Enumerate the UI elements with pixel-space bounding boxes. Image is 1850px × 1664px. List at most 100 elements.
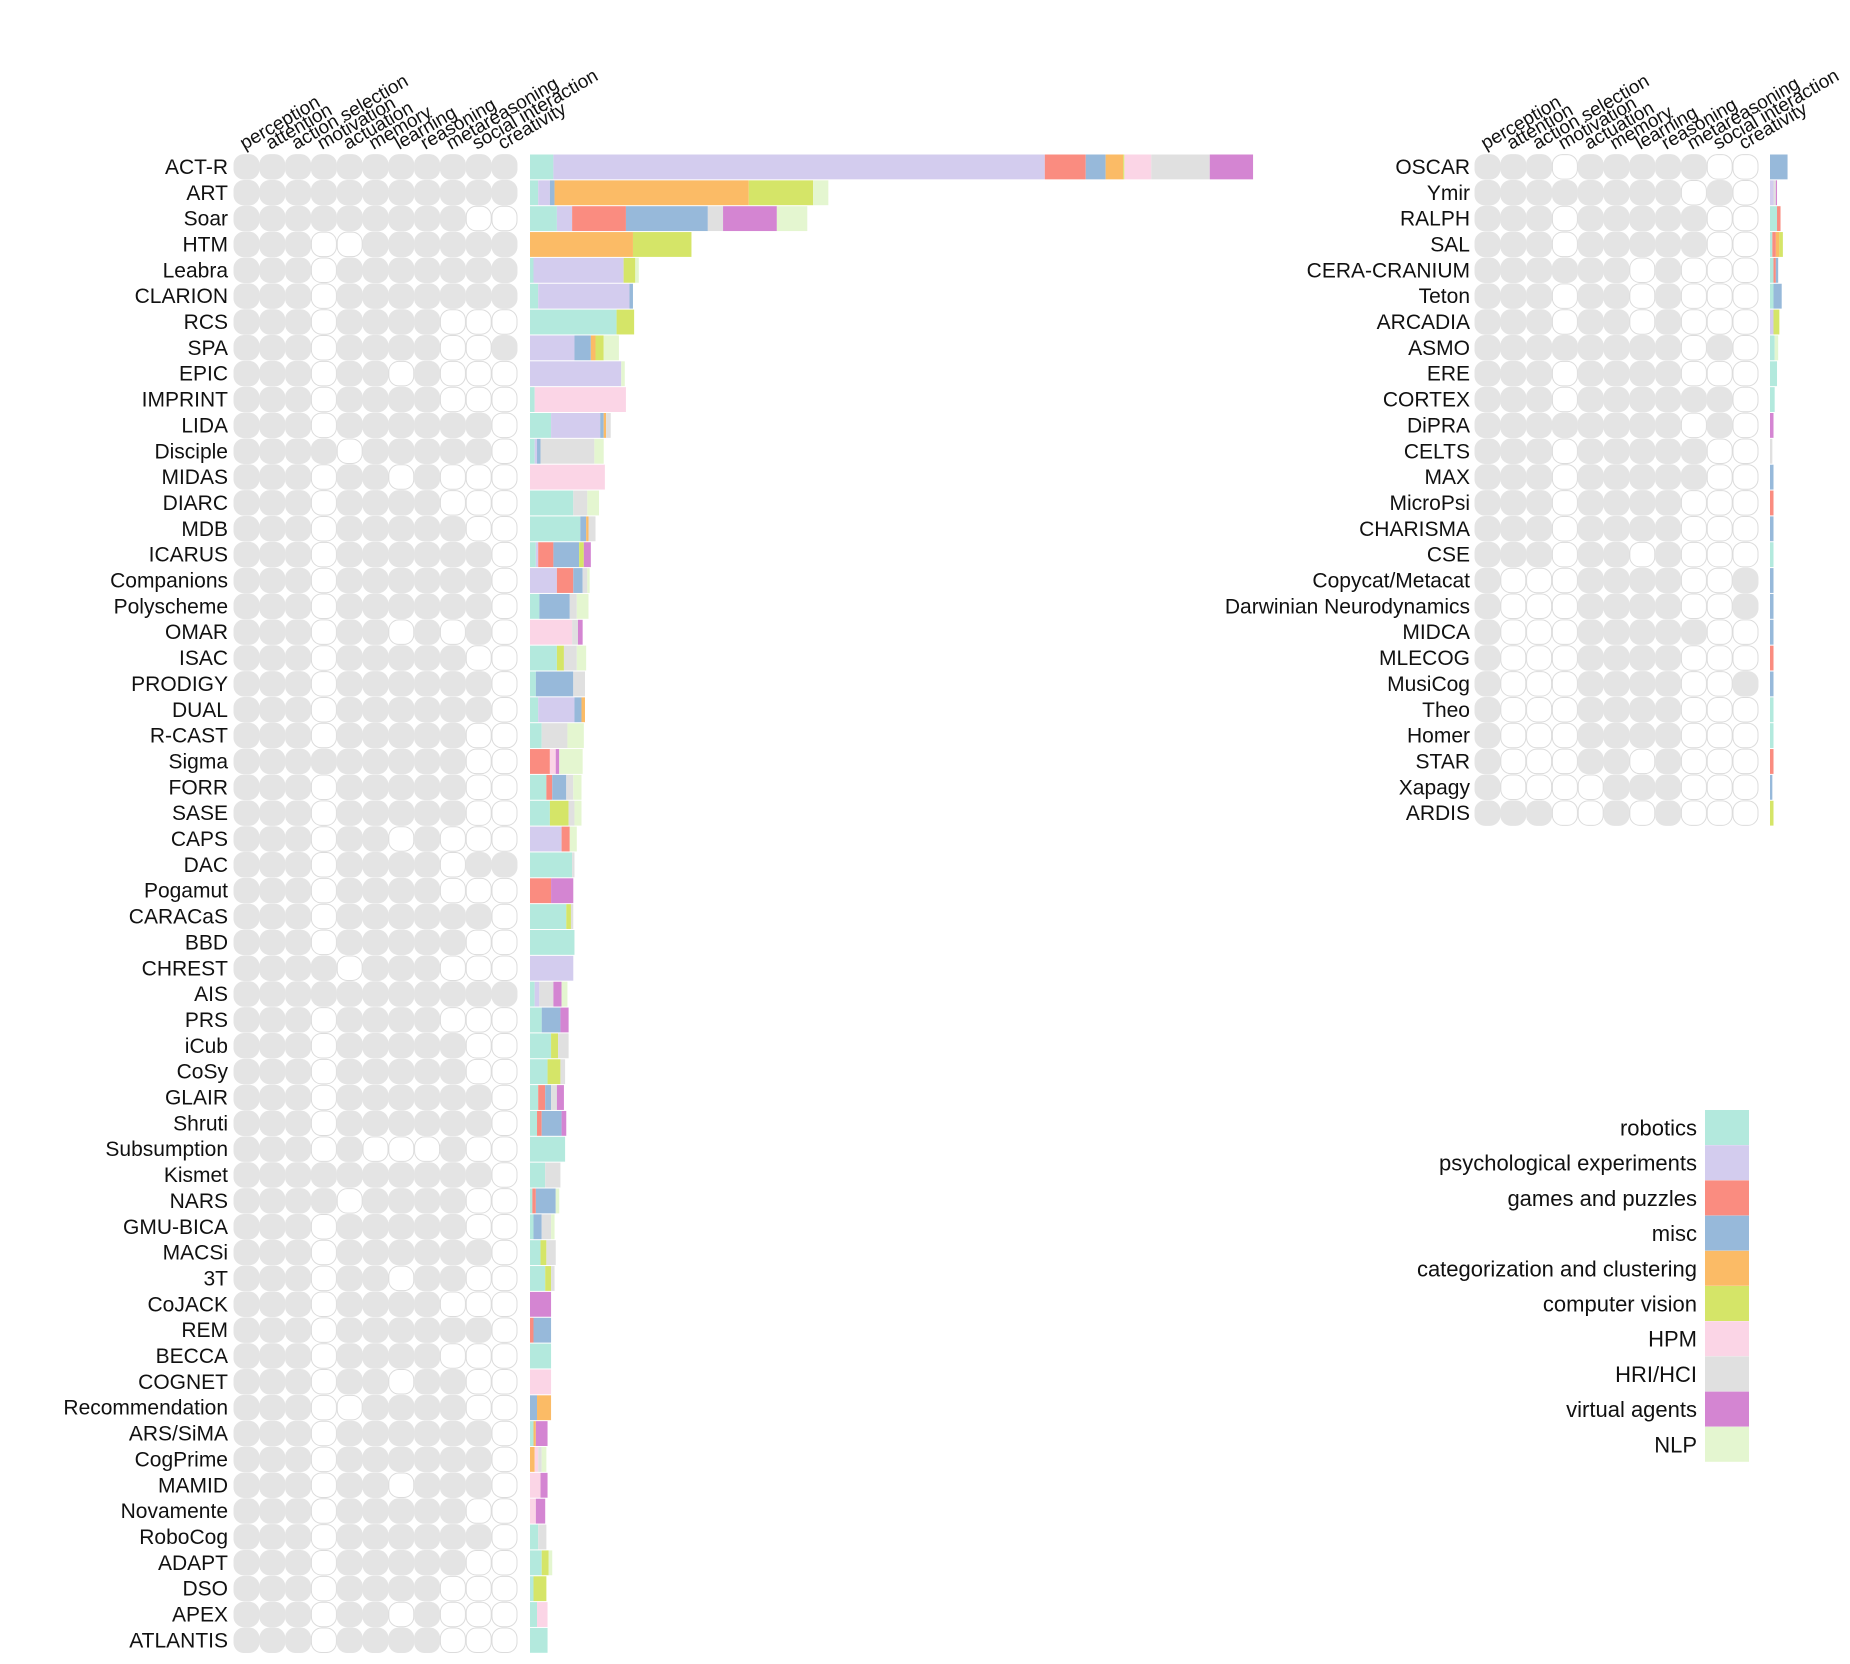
feature-cell-absent — [1706, 231, 1733, 258]
feature-cell-present — [414, 877, 441, 904]
feature-cell-present — [362, 671, 389, 697]
bar-segment — [573, 568, 583, 593]
bar-segment — [551, 878, 574, 904]
feature-cell-present — [336, 1110, 363, 1137]
feature-cell-present — [1500, 464, 1527, 490]
feature-cell-absent — [1629, 748, 1656, 775]
feature-cell-absent — [1732, 205, 1759, 232]
feature-cell-absent — [1680, 722, 1707, 749]
feature-cell-absent — [491, 748, 518, 775]
row-label: DSO — [182, 1578, 228, 1601]
feature-cell-present — [259, 696, 286, 723]
feature-cell-absent — [439, 1343, 466, 1369]
feature-cell-present — [285, 386, 312, 413]
bar-segment — [553, 154, 1045, 180]
legend-swatch — [1705, 1391, 1749, 1427]
bar-segment — [559, 749, 583, 774]
bar-segment — [590, 335, 596, 361]
feature-cell-absent — [465, 877, 492, 904]
feature-cell-present — [233, 1188, 260, 1214]
bar-segment — [530, 232, 633, 257]
bar-segment — [558, 1033, 569, 1059]
feature-cell-present — [362, 748, 389, 775]
feature-cell-present — [414, 438, 441, 464]
feature-cell-present — [1629, 696, 1656, 723]
feature-cell-absent — [1551, 438, 1578, 464]
feature-cell-absent — [310, 335, 337, 361]
feature-cell-present — [465, 231, 492, 258]
feature-cell-present — [388, 1317, 415, 1343]
row-label: MicroPsi — [1389, 492, 1470, 515]
feature-cell-present — [439, 438, 466, 464]
feature-cell-present — [1551, 257, 1578, 283]
feature-cell-present — [336, 154, 363, 180]
feature-cell-present — [233, 1369, 260, 1395]
feature-cell-absent — [491, 671, 518, 697]
feature-cell-absent — [310, 1446, 337, 1473]
feature-cell-present — [414, 335, 441, 361]
feature-cell-absent — [491, 1136, 518, 1162]
bar-segment — [551, 1266, 555, 1291]
feature-cell-absent — [1732, 516, 1759, 542]
feature-cell-present — [1603, 645, 1630, 671]
feature-cell-present — [233, 619, 260, 645]
bar-segment — [595, 335, 604, 361]
feature-cell-present — [1680, 386, 1707, 413]
feature-cell-present — [233, 1627, 260, 1654]
bar-segment — [538, 283, 630, 309]
feature-cell-present — [414, 1446, 441, 1473]
feature-cell-absent — [310, 929, 337, 956]
feature-cell-present — [233, 1265, 260, 1292]
feature-cell-absent — [310, 1291, 337, 1317]
bar-segment — [1773, 180, 1776, 206]
feature-cell-present — [362, 205, 389, 232]
feature-cell-present — [439, 981, 466, 1007]
feature-cell-present — [1655, 567, 1682, 594]
row-label: GLAIR — [165, 1087, 228, 1110]
feature-cell-present — [465, 1472, 492, 1498]
feature-cell-present — [1655, 438, 1682, 464]
feature-cell-present — [259, 774, 286, 800]
feature-cell-present — [1629, 619, 1656, 645]
bar-segment — [530, 283, 539, 309]
feature-cell-present — [259, 1627, 286, 1654]
bar-segment — [580, 516, 587, 542]
feature-cell-present — [233, 231, 260, 258]
feature-cell-absent — [465, 1213, 492, 1240]
feature-cell-present — [388, 438, 415, 464]
feature-cell-absent — [465, 1136, 492, 1162]
feature-cell-present — [362, 619, 389, 645]
feature-cell-present — [414, 283, 441, 309]
feature-cell-absent — [1551, 774, 1578, 800]
feature-cell-absent — [491, 1162, 518, 1188]
feature-cell-present — [1603, 154, 1630, 180]
bar-segment — [574, 800, 582, 826]
feature-cell-present — [1603, 748, 1630, 775]
bar-segment — [530, 1110, 538, 1136]
feature-cell-present — [336, 1627, 363, 1654]
feature-cell-present — [336, 929, 363, 956]
feature-cell-present — [259, 1188, 286, 1214]
feature-cell-present — [259, 360, 286, 387]
bar-segment — [532, 1188, 536, 1214]
feature-cell-absent — [491, 1498, 518, 1524]
feature-cell-present — [1474, 516, 1501, 542]
feature-cell-absent — [310, 412, 337, 439]
feature-cell-absent — [465, 1601, 492, 1628]
feature-cell-present — [388, 1524, 415, 1550]
feature-cell-absent — [1551, 671, 1578, 697]
feature-cell-present — [1474, 464, 1501, 490]
feature-cell-present — [1500, 541, 1527, 568]
feature-cell-present — [1474, 593, 1501, 620]
feature-cell-absent — [1732, 360, 1759, 387]
row-label: CSE — [1427, 544, 1470, 567]
feature-cell-present — [439, 671, 466, 697]
bar-segment — [549, 749, 556, 774]
feature-cell-present — [465, 1317, 492, 1343]
row-label: Soar — [184, 208, 228, 231]
feature-cell-absent — [491, 619, 518, 645]
feature-cell-present — [233, 567, 260, 594]
feature-cell-absent — [1551, 283, 1578, 309]
feature-cell-present — [1577, 438, 1604, 464]
feature-cell-absent — [491, 438, 518, 464]
